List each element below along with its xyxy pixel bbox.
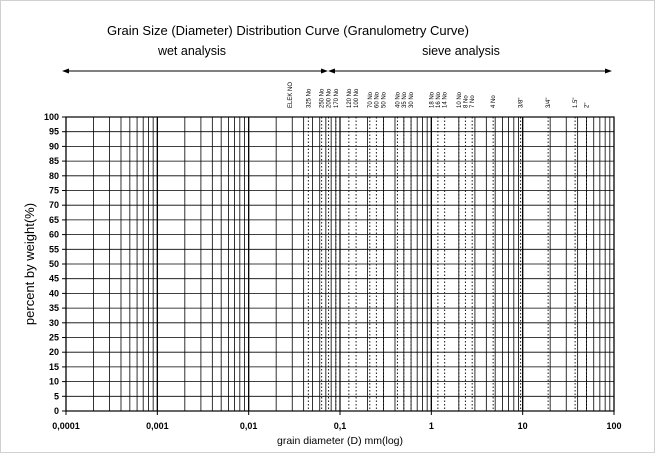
y-tick-label: 65 (49, 215, 59, 225)
y-axis-label: percent by weight(%) (22, 203, 37, 325)
sieve-label: 2" (585, 103, 591, 108)
x-tick-label: 10 (518, 421, 528, 431)
sieve-label: 7 No (470, 95, 476, 108)
y-tick-label: 15 (49, 362, 59, 372)
sieve-label: 4 No (491, 95, 497, 108)
y-tick-label: 35 (49, 303, 59, 313)
y-tick-label: 5 (54, 391, 59, 401)
chart-title: Grain Size (Diameter) Distribution Curve… (107, 23, 469, 38)
sieve-label: 3/4" (546, 98, 552, 108)
y-tick-label: 90 (49, 141, 59, 151)
sieve-label: 40 No (395, 91, 401, 108)
sieve-label: 50 No (382, 91, 388, 108)
sieve-label: 100 No (354, 88, 360, 108)
y-tick-label: 60 (49, 230, 59, 240)
sieve-label: 1.5" (573, 98, 579, 108)
grid (65, 116, 615, 412)
sieve-label: 60 No (374, 91, 380, 108)
y-tick-label: 40 (49, 288, 59, 298)
sieve-label: 325 No (306, 88, 312, 108)
y-tick-label: 80 (49, 171, 59, 181)
y-tick-label: 0 (54, 406, 59, 416)
y-tick-label: 95 (49, 127, 59, 137)
y-tick-label: 85 (49, 156, 59, 166)
x-tick-label: 1 (429, 421, 434, 431)
sieve-labels: ELEK NO 325 No 250 No 200 No 170 No 120 No 100… (288, 82, 591, 108)
y-tick-label: 10 (49, 377, 59, 387)
sieve-label: 120 No (347, 88, 353, 108)
sieve-label: ELEK NO (288, 82, 294, 108)
y-tick-label: 45 (49, 274, 59, 284)
y-tick-label: 20 (49, 347, 59, 357)
y-tick-label: 50 (49, 259, 59, 269)
sieve-label: 70 No (368, 91, 374, 108)
y-tick-label: 100 (44, 112, 59, 122)
sieve-label: 8 No (463, 95, 469, 108)
x-axis-label: grain diameter (D) mm(log) (277, 435, 403, 447)
y-tick-label: 70 (49, 200, 59, 210)
sieve-label: 18 No (429, 91, 435, 108)
sieve-label: 35 No (402, 91, 408, 108)
y-axis-ticks: 0 5 10 15 20 25 30 35 40 45 50 55 60 65 70 75 80 85 90 95 10… (44, 112, 66, 416)
sieve-label: 170 No (334, 88, 340, 108)
y-tick-label: 30 (49, 318, 59, 328)
sieve-label: 30 No (409, 91, 415, 108)
x-tick-label: 0,01 (240, 421, 258, 431)
wet-analysis-label: wet analysis (157, 44, 226, 58)
sieve-label: 16 No (436, 91, 442, 108)
sieve-analysis-label: sieve analysis (422, 44, 500, 58)
x-tick-label: 0,001 (146, 421, 169, 431)
y-tick-label: 25 (49, 333, 59, 343)
sieve-label: 14 No (443, 91, 449, 108)
wet-analysis-arrow (62, 68, 328, 74)
x-tick-label: 0,1 (334, 421, 347, 431)
sieve-analysis-arrow (328, 68, 612, 74)
x-tick-label: 0,0001 (52, 421, 80, 431)
x-tick-label: 100 (606, 421, 621, 431)
figure-border (0, 0, 655, 453)
sieve-label: 3/8" (519, 98, 525, 108)
sieve-label: 200 No (327, 88, 333, 108)
sieve-label: 10 No (457, 91, 463, 108)
sieve-lines (307, 117, 587, 411)
x-axis-ticks: 0,0001 0,001 0,01 0,1 1 10 100 (52, 411, 622, 431)
y-tick-label: 75 (49, 186, 59, 196)
sieve-label: 250 No (320, 88, 326, 108)
y-tick-label: 55 (49, 244, 59, 254)
